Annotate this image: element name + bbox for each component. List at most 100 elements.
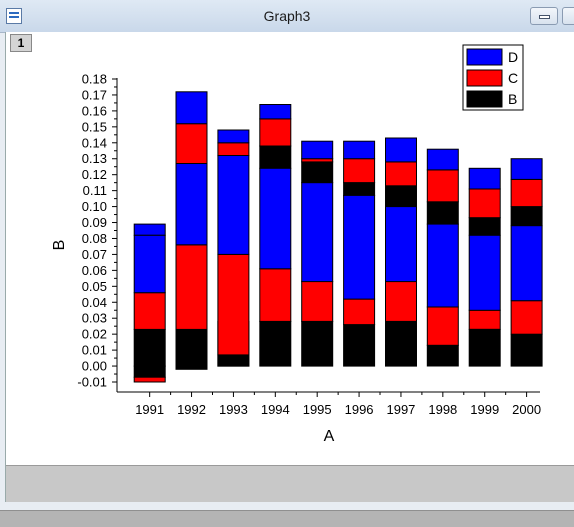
bar-B-1999 — [468, 217, 501, 236]
bar-B-1998 — [426, 201, 459, 225]
legend-label-B: B — [508, 91, 517, 107]
x-tick-label: 1995 — [303, 402, 332, 417]
y-tick-label: 0.16 — [82, 103, 107, 118]
bar-B-1998 — [426, 344, 459, 367]
bar-C-1997 — [385, 281, 417, 322]
legend[interactable]: DCB — [462, 44, 524, 111]
minimize-button[interactable] — [530, 7, 558, 25]
bar-B-1991 — [133, 328, 166, 367]
minimize-icon — [539, 15, 550, 19]
x-tick-label: 1993 — [219, 402, 248, 417]
y-tick-label: 0.06 — [82, 263, 107, 278]
status-bar — [0, 510, 574, 527]
bar-D-2000 — [510, 225, 543, 302]
y-tick-label: 0.05 — [82, 279, 107, 294]
bar-B-1995 — [301, 161, 334, 184]
x-tick-label: 1996 — [345, 402, 374, 417]
page-bottom-area — [6, 465, 574, 502]
bar-D-1995 — [301, 182, 334, 283]
plot-area: -0.010.000.010.020.030.040.050.060.070.0… — [51, 72, 543, 445]
y-tick-label: 0.03 — [82, 311, 107, 326]
bar-C-1997 — [385, 161, 417, 187]
y-tick-label: 0.07 — [82, 247, 107, 262]
bar-D-1993 — [217, 129, 250, 144]
y-tick-label: 0.15 — [82, 119, 107, 134]
bar-D-1992 — [175, 163, 208, 246]
bar-B-2000 — [510, 333, 543, 367]
y-tick-label: 0.00 — [82, 359, 107, 374]
bar-D-1993 — [217, 155, 250, 255]
y-tick-label: 0.09 — [82, 215, 107, 230]
bar-C-2000 — [510, 300, 543, 335]
bar-B-1997 — [385, 320, 417, 367]
graph-window-icon[interactable] — [6, 8, 22, 24]
title-bar[interactable]: Graph3 — [0, 0, 574, 33]
layer-tab[interactable]: 1 — [10, 34, 32, 52]
bar-B-1996 — [343, 182, 376, 196]
bar-C-1996 — [343, 158, 376, 184]
bar-C-1992 — [175, 244, 208, 330]
x-tick-label: 1994 — [261, 402, 290, 417]
y-tick-label: 0.12 — [82, 167, 107, 182]
bar-C-1998 — [426, 169, 459, 203]
bar-D-1999 — [468, 167, 501, 190]
y-tick-label: 0.11 — [83, 183, 107, 198]
bar-C-1993 — [217, 142, 250, 157]
legend-swatch-D — [466, 48, 503, 66]
bar-D-2000 — [510, 158, 543, 180]
bar-C-1999 — [468, 188, 501, 219]
x-tick-label: 1998 — [428, 402, 457, 417]
y-tick-label: 0.04 — [82, 295, 107, 310]
bar-B-1994 — [259, 320, 292, 367]
bar-B-1999 — [468, 328, 501, 367]
y-axis-title: B — [51, 240, 68, 251]
bar-D-1991 — [133, 234, 166, 294]
x-tick-label: 1992 — [177, 402, 206, 417]
y-tick-label: -0.01 — [77, 375, 107, 390]
bar-D-1995 — [301, 140, 334, 160]
bar-B-1995 — [301, 320, 334, 367]
bar-B-1997 — [385, 185, 417, 208]
y-tick-label: 0.18 — [82, 72, 107, 87]
bar-B-1994 — [259, 145, 292, 169]
bar-D-1998 — [426, 223, 459, 308]
restore-button[interactable] — [562, 7, 574, 25]
bar-D-1992 — [175, 91, 208, 125]
bar-C-2000 — [510, 179, 543, 208]
x-tick-label: 1999 — [470, 402, 499, 417]
bar-C-1994 — [259, 118, 292, 147]
bar-D-1991 — [133, 223, 166, 236]
x-tick-label: 2000 — [512, 402, 541, 417]
bar-D-1999 — [468, 234, 501, 311]
bar-D-1996 — [343, 194, 376, 300]
window-title: Graph3 — [263, 8, 311, 24]
bar-C-1993 — [217, 253, 250, 356]
bar-D-1996 — [343, 140, 376, 160]
legend-label-C: C — [508, 70, 518, 86]
bar-C-1995 — [301, 281, 334, 322]
y-tick-label: 0.08 — [82, 231, 107, 246]
legend-label-D: D — [508, 49, 518, 65]
bar-B-1991 — [133, 365, 166, 378]
bar-D-1997 — [385, 137, 417, 163]
bar-C-1998 — [426, 306, 459, 346]
bar-D-1994 — [259, 104, 292, 120]
bar-C-1994 — [259, 268, 292, 322]
bar-C-1996 — [343, 298, 376, 326]
bar-C-1991 — [133, 292, 166, 330]
bar-B-1992 — [175, 328, 208, 367]
x-tick-label: 1991 — [135, 402, 164, 417]
bar-B-2000 — [510, 206, 543, 227]
bar-C-1991 — [133, 376, 166, 383]
y-tick-label: 0.14 — [82, 135, 107, 150]
y-tick-label: 0.02 — [82, 327, 107, 342]
bar-D-1998 — [426, 148, 459, 171]
y-tick-label: 0.10 — [82, 199, 107, 214]
bar-B-1993 — [217, 354, 250, 367]
bar-D-1997 — [385, 206, 417, 283]
bar-C-1999 — [468, 309, 501, 330]
y-tick-label: 0.01 — [82, 343, 107, 358]
y-tick-label: 0.17 — [82, 87, 107, 102]
